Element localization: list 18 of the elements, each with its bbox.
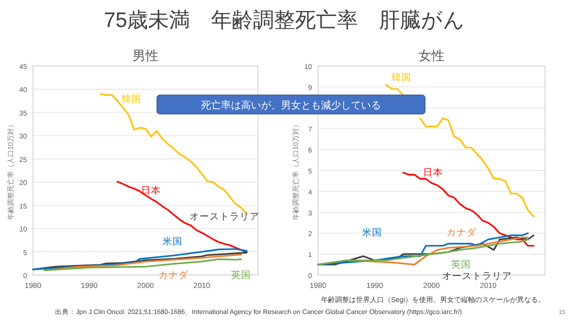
series-label: カナダ bbox=[158, 268, 190, 281]
annotation: 死亡率は高いが、男女とも減少している bbox=[201, 100, 381, 112]
chart-title: 男性 bbox=[132, 48, 158, 63]
series-label: 米国 bbox=[162, 235, 182, 248]
line-series bbox=[43, 258, 242, 272]
text: オーストラリア bbox=[189, 212, 260, 223]
series-label: 日本 bbox=[423, 166, 444, 179]
series-label: カナダ bbox=[446, 226, 478, 238]
line-series bbox=[32, 248, 248, 270]
series-label: オーストラリア bbox=[442, 271, 512, 282]
series-label: 英国 bbox=[231, 268, 252, 281]
chart-title: 女性 bbox=[418, 48, 444, 63]
text: 米国 bbox=[362, 226, 382, 238]
series-label: 韓国 bbox=[391, 72, 412, 84]
text: 75歳未満 年齢調整死亡率 肝臓がん bbox=[104, 9, 466, 32]
line-series bbox=[116, 180, 248, 254]
series-label: 英国 bbox=[451, 258, 472, 271]
series-label: 韓国 bbox=[121, 92, 142, 105]
